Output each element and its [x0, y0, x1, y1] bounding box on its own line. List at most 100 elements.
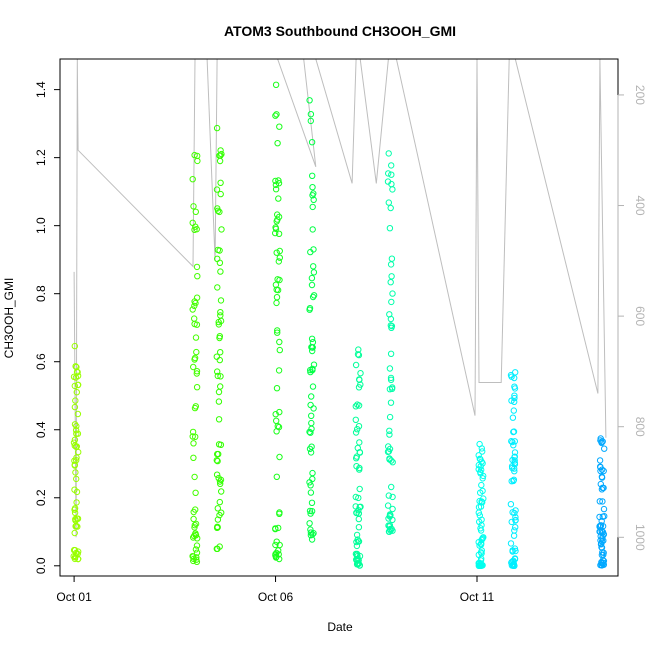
- data-point: [73, 389, 81, 396]
- data-point: [352, 416, 359, 423]
- data-point: [385, 150, 392, 157]
- data-point: [385, 170, 392, 177]
- data-point: [477, 468, 484, 476]
- data-point: [389, 290, 396, 297]
- data-point: [216, 543, 223, 550]
- data-point: [273, 299, 280, 307]
- data-points: [70, 81, 608, 569]
- data-point: [389, 186, 396, 193]
- data-point: [213, 457, 221, 464]
- data-point: [384, 178, 392, 185]
- data-point: [307, 449, 315, 456]
- data-point: [384, 502, 392, 509]
- pressure-trace: [73, 58, 607, 538]
- data-point: [307, 368, 314, 376]
- data-point: [510, 428, 517, 436]
- data-point: [598, 527, 605, 534]
- data-point: [73, 488, 81, 496]
- data-point: [596, 513, 603, 521]
- data-point: [214, 457, 221, 465]
- data-point: [355, 384, 363, 391]
- y-tick-label: 1.4: [34, 81, 48, 98]
- chart-title: ATOM3 Southbound CH3OOH_GMI: [224, 23, 456, 39]
- data-point: [601, 513, 608, 520]
- data-point: [71, 506, 78, 513]
- data-point: [507, 501, 515, 508]
- data-point: [276, 408, 283, 416]
- data-point: [190, 555, 197, 562]
- y-axis-label: CH3OOH_GMI: [2, 278, 16, 359]
- data-point: [600, 505, 608, 513]
- pressure-trace-line: [73, 58, 607, 538]
- data-point: [273, 428, 280, 435]
- data-point: [273, 385, 281, 392]
- data-point: [597, 467, 604, 475]
- data-point: [215, 441, 223, 448]
- data-point: [273, 538, 280, 545]
- data-point: [273, 286, 280, 293]
- data-point: [355, 524, 363, 531]
- data-point: [276, 509, 283, 516]
- data-point: [72, 523, 79, 530]
- data-point: [512, 517, 519, 524]
- data-point: [510, 407, 517, 414]
- data-point: [272, 112, 279, 119]
- x-tick-label: Oct 01: [56, 590, 92, 604]
- data-point: [352, 503, 359, 510]
- data-point: [308, 536, 316, 543]
- data-point: [273, 553, 280, 560]
- data-point: [478, 560, 485, 568]
- x-tick-label: Oct 06: [258, 590, 294, 604]
- data-point: [307, 429, 314, 436]
- data-point: [356, 376, 363, 383]
- data-point: [308, 344, 315, 351]
- data-point: [508, 518, 515, 526]
- data-point: [356, 439, 363, 446]
- data-point: [191, 151, 198, 159]
- y-tick-label: 0.4: [34, 421, 48, 438]
- data-point: [477, 541, 485, 548]
- data-point: [272, 186, 280, 193]
- data-point: [386, 225, 394, 232]
- data-point: [386, 431, 393, 438]
- data-point: [388, 483, 395, 491]
- data-point: [216, 478, 224, 485]
- data-point: [272, 525, 279, 533]
- data-point: [275, 524, 282, 532]
- data-point: [217, 190, 224, 198]
- data-point: [309, 226, 316, 233]
- data-point: [512, 514, 519, 521]
- data-point: [308, 274, 316, 282]
- data-point: [190, 508, 197, 516]
- data-point: [310, 263, 317, 270]
- data-point: [388, 298, 395, 306]
- data-point: [72, 374, 80, 381]
- y-tick-label: 0.0: [34, 557, 48, 574]
- data-point: [191, 226, 198, 234]
- y2-tick-label: 600: [633, 306, 647, 326]
- data-point: [191, 524, 198, 531]
- data-point: [509, 561, 517, 568]
- data-point: [309, 172, 316, 180]
- data-point: [308, 335, 316, 342]
- data-point: [192, 299, 199, 307]
- flight-4-points: [272, 81, 283, 563]
- data-point: [214, 450, 221, 458]
- data-point: [385, 448, 393, 455]
- data-point: [388, 322, 396, 330]
- data-point: [193, 348, 200, 356]
- data-point: [275, 367, 283, 374]
- data-point: [217, 373, 224, 380]
- x-axis: Oct 01 Oct 06 Oct 11: [56, 575, 495, 604]
- data-point: [273, 111, 280, 118]
- data-point: [273, 294, 281, 301]
- data-point: [386, 456, 393, 463]
- data-point: [352, 493, 359, 501]
- data-point: [216, 511, 223, 519]
- data-point: [596, 498, 603, 505]
- data-point: [273, 473, 280, 480]
- data-point: [310, 196, 317, 204]
- data-point: [308, 393, 315, 400]
- data-point: [353, 556, 360, 564]
- data-point: [191, 404, 199, 412]
